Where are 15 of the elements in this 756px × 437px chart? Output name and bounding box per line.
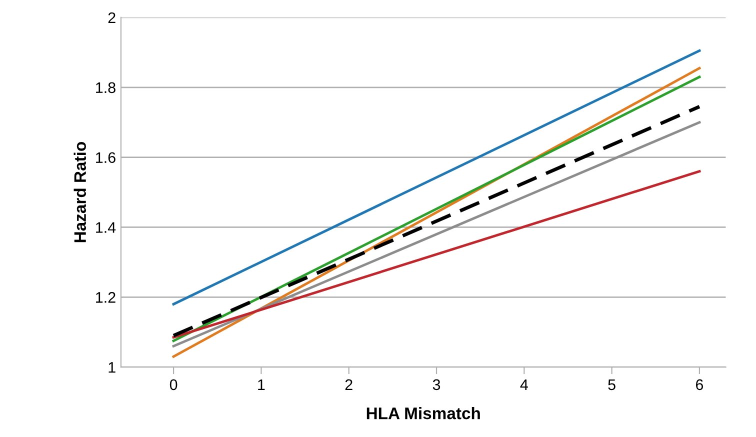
y-tick-label: 1.8 [96,82,116,94]
x-tick-label: 2 [345,379,352,390]
y-tick-label: 1.6 [96,152,116,164]
x-tick-label: 0 [170,379,178,390]
y-tick-label: 1.4 [96,222,116,233]
x-axis-title: HLA Mismatch [366,407,480,420]
x-tick-label: 1 [258,379,265,390]
y-axis-title: Hazard Ratio [74,142,86,242]
y-tick-label: 1.2 [96,292,116,303]
x-tick-label: 3 [432,379,440,390]
y-tick-label: 1 [108,362,116,373]
x-tick-label: 4 [520,379,528,390]
x-tick-label: 6 [696,379,704,390]
y-tick-label: 2 [108,12,116,24]
x-tick-label: 5 [608,379,616,390]
